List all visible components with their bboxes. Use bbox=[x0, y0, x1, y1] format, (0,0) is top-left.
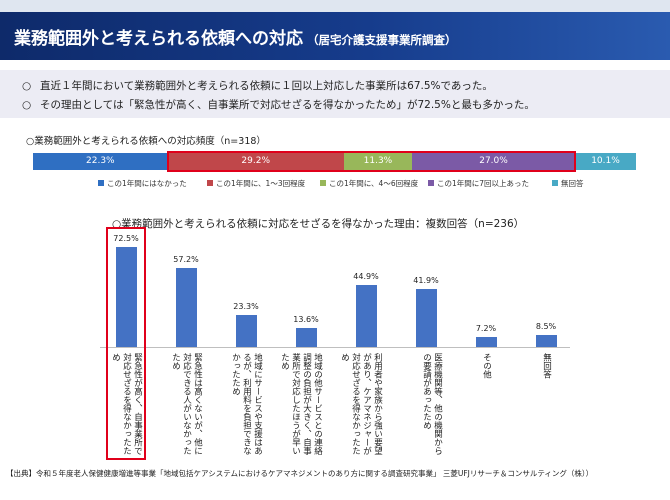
slide-title: 業務範囲外と考えられる依頼への対応 （居宅介護支援事業所調査） bbox=[14, 24, 457, 49]
legend-swatch-5 bbox=[552, 180, 558, 186]
reason-value-label-7: 7.2% bbox=[475, 324, 497, 334]
reason-bar-5 bbox=[355, 285, 377, 347]
reason-value-label-2: 57.2% bbox=[173, 255, 199, 265]
legend-label-5: 無回答 bbox=[561, 179, 584, 188]
reason-category-label-6: 医療機関等、他の機関からの要請があったため bbox=[421, 353, 443, 455]
summary-line-1: ○ 直近１年間において業務範囲外と考えられる依頼に１回以上対応した事業所は67.5… bbox=[22, 78, 493, 93]
legend-item-5: 無回答 bbox=[552, 178, 584, 189]
slide-title-main: 業務範囲外と考えられる依頼への対応 bbox=[14, 29, 303, 49]
summary-line-2: ○ その理由としては「緊急性が高く、自事業所で対応せざるを得なかったため」が72.… bbox=[22, 97, 535, 112]
reason-value-label-3: 23.3% bbox=[233, 301, 259, 311]
reason-bar-6 bbox=[415, 289, 437, 347]
frequency-stacked-bar: 22.3% 29.2% 11.3% 27.0% 10.1% bbox=[33, 153, 636, 170]
reasons-chart-baseline bbox=[100, 347, 570, 348]
legend-item-2: この1年間に、1～3回程度 bbox=[207, 178, 305, 189]
summary-box: ○ 直近１年間において業務範囲外と考えられる依頼に１回以上対応した事業所は67.5… bbox=[0, 70, 670, 118]
reasons-highlight-box bbox=[106, 227, 146, 460]
slide-subtitle: （居宅介護支援事業所調査） bbox=[307, 33, 457, 47]
summary-text-1: 直近１年間において業務範囲外と考えられる依頼に１回以上対応した事業所は67.5%… bbox=[40, 80, 493, 92]
reason-bar-7 bbox=[475, 337, 497, 347]
slide-header: 業務範囲外と考えられる依頼への対応 （居宅介護支援事業所調査） bbox=[0, 12, 670, 60]
legend-label-3: この1年間に、4～6回程度 bbox=[329, 179, 419, 188]
frequency-segment-2: 29.2% bbox=[167, 153, 344, 170]
reason-category-label-8: 無回答 bbox=[541, 353, 552, 379]
summary-text-2: その理由としては「緊急性が高く、自事業所で対応せざるを得なかったため」が72.5… bbox=[40, 99, 535, 111]
frequency-segment-1: 22.3% bbox=[33, 153, 168, 170]
legend-item-4: この1年間に7回以上あった bbox=[428, 178, 529, 189]
reason-category-label-2: 緊急性は高くないが、他に対応できる人がいなかったため bbox=[170, 353, 203, 455]
legend-label-1: この1年間にはなかった bbox=[107, 179, 187, 188]
frequency-segment-3: 11.3% bbox=[343, 153, 413, 170]
reason-category-label-1: 緊急性が高く、自事業所で対応せざるを得なかったため bbox=[110, 353, 143, 455]
reason-bar-1 bbox=[115, 246, 137, 347]
reasons-chart-title: ○業務範囲外と考えられる依頼に対応をせざるを得なかった理由：複数回答（n=236… bbox=[112, 218, 525, 230]
reason-category-label-3: 地域にサービスや支援はあるが、利用料を負担できなかったため bbox=[230, 353, 263, 455]
reason-bar-2 bbox=[175, 268, 197, 347]
source-footnote: 【出典】令和５年度老人保健健康増進等事業「地域包括ケアシステムにおけるケアマネジ… bbox=[6, 469, 594, 478]
legend-label-2: この1年間に、1～3回程度 bbox=[216, 179, 306, 188]
reason-value-label-5: 44.9% bbox=[353, 272, 379, 282]
reason-bar-3 bbox=[235, 314, 257, 347]
top-accent-bar bbox=[0, 0, 670, 12]
summary-bullet-1: ○ bbox=[22, 80, 32, 92]
legend-swatch-3 bbox=[320, 180, 326, 186]
frequency-segment-5: 10.1% bbox=[575, 153, 636, 170]
reason-category-label-5: 利用者や家族から強い要望があり、ケアマネジャーが対応せざるを得なかったため bbox=[339, 353, 383, 455]
legend-item-1: この1年間にはなかった bbox=[98, 178, 187, 189]
legend-item-3: この1年間に、4～6回程度 bbox=[320, 178, 418, 189]
frequency-segment-4: 27.0% bbox=[412, 153, 576, 170]
reason-value-label-6: 41.9% bbox=[413, 276, 439, 286]
reason-category-label-4: 地域の他サービスとの連絡調整の負担が大きく、自事業所で対応したほうが早いため bbox=[279, 353, 323, 455]
frequency-highlight-box bbox=[166, 151, 577, 172]
reason-bar-4 bbox=[295, 328, 317, 347]
frequency-chart-title: ○業務範囲外と考えられる依頼への対応頻度（n=318） bbox=[26, 136, 266, 147]
reason-value-label-4: 13.6% bbox=[293, 315, 319, 325]
legend-swatch-4 bbox=[428, 180, 434, 186]
legend-swatch-1 bbox=[98, 180, 104, 186]
reason-value-label-1: 72.5% bbox=[113, 233, 139, 243]
reason-value-label-8: 8.5% bbox=[535, 322, 557, 332]
legend-swatch-2 bbox=[207, 180, 213, 186]
reason-bar-8 bbox=[535, 335, 557, 347]
summary-bullet-2: ○ bbox=[22, 99, 32, 111]
legend-label-4: この1年間に7回以上あった bbox=[437, 179, 530, 188]
reason-category-label-7: その他 bbox=[481, 353, 492, 379]
frequency-legend: この1年間にはなかった この1年間に、1～3回程度 この1年間に、4～6回程度 この1… bbox=[0, 178, 670, 192]
